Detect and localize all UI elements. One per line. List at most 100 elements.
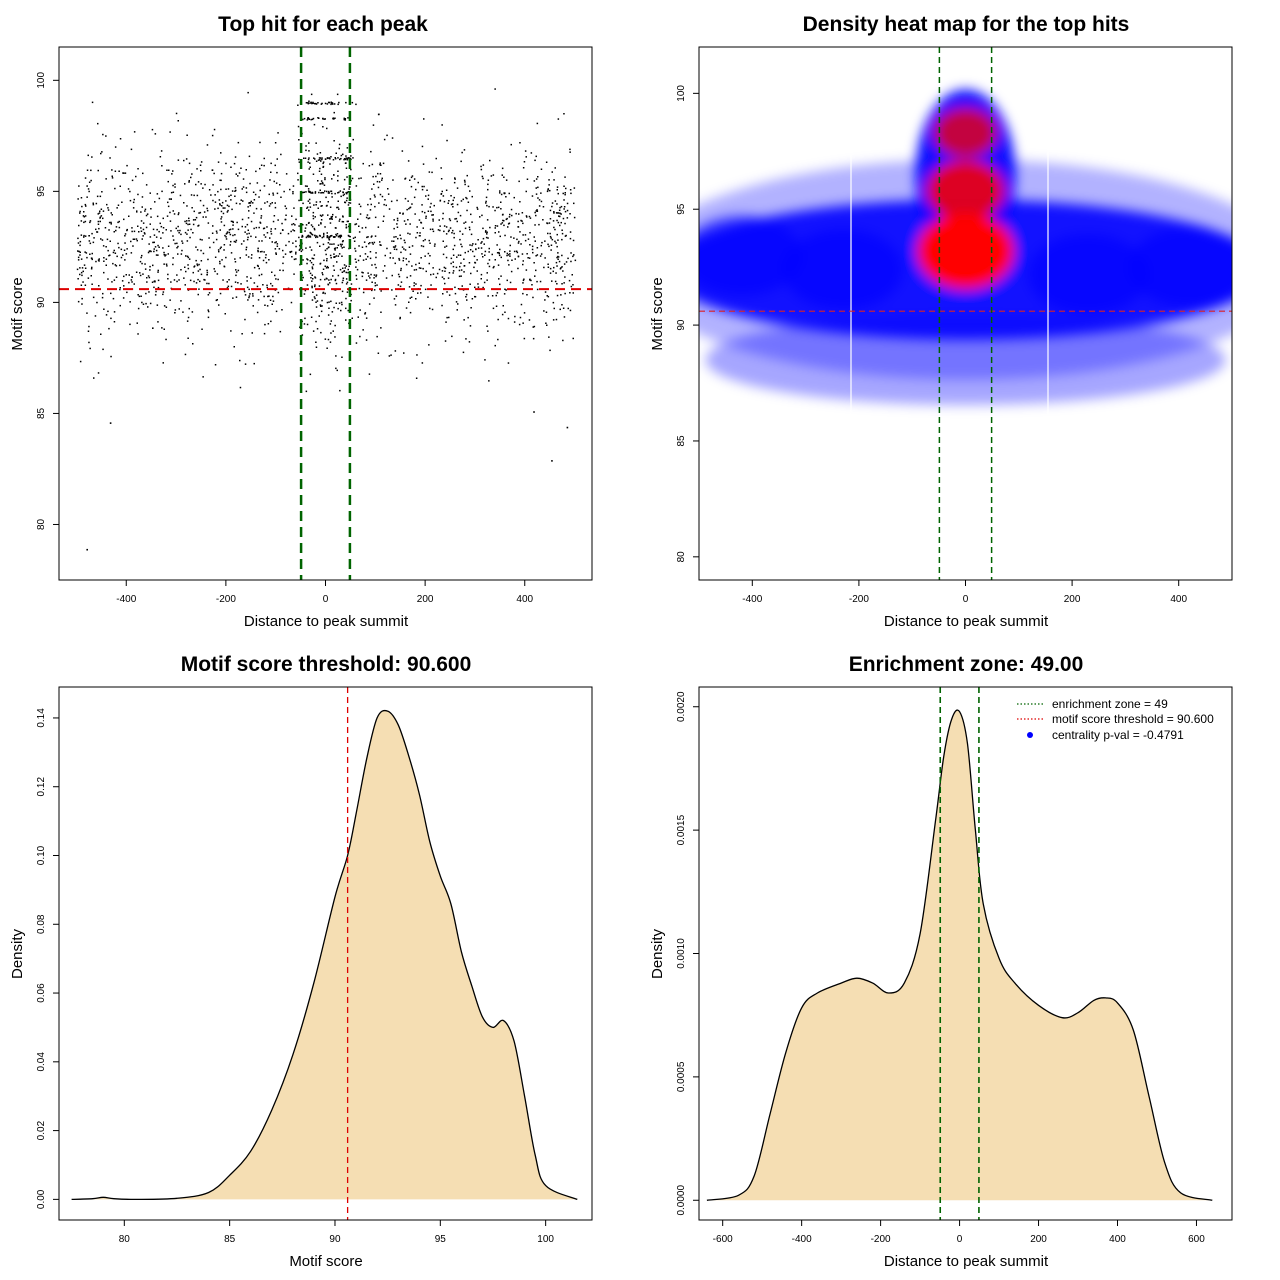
scatter-point [97, 122, 99, 125]
scatter-point [252, 295, 254, 297]
scatter-point [423, 185, 425, 188]
scatter-point [514, 258, 516, 260]
scatter-point [176, 247, 178, 249]
scatter-point [122, 254, 124, 256]
scatter-point [153, 241, 155, 244]
scatter-point [329, 254, 332, 257]
distance-density-y-tick-label: 0.0010 [676, 938, 687, 969]
scatter-point [558, 260, 561, 263]
scatter-point [518, 240, 520, 243]
scatter-point [270, 162, 272, 165]
scatter-point [230, 194, 232, 196]
scatter-point [554, 240, 556, 243]
scatter-point [185, 270, 187, 273]
scatter-point [445, 245, 448, 247]
scatter-point [210, 194, 212, 196]
scatter-point [469, 244, 471, 246]
scatter-point [245, 169, 247, 171]
scatter-point [538, 199, 541, 201]
scatter-point [271, 202, 273, 204]
scatter-point [540, 253, 543, 255]
scatter-point [130, 279, 133, 281]
scatter-point [383, 138, 386, 141]
scatter-point [233, 162, 236, 165]
scatter-point [457, 288, 460, 290]
scatter-point [345, 278, 348, 280]
scatter-point [174, 186, 176, 188]
scatter-point [263, 227, 266, 229]
scatter-point [201, 239, 203, 241]
scatter-point [394, 245, 397, 247]
scatter-point [346, 197, 348, 199]
scatter-point [348, 235, 350, 237]
scatter-point [272, 295, 274, 298]
scatter-point [206, 282, 208, 285]
scatter-point [347, 157, 349, 159]
scatter-point [320, 223, 322, 225]
scatter-point [156, 193, 159, 195]
scatter-point [424, 211, 426, 214]
scatter-point [358, 245, 360, 247]
scatter-point [540, 192, 542, 194]
scatter-point [499, 192, 501, 194]
scatter-point [251, 332, 253, 334]
scatter-point [462, 198, 464, 201]
scatter-point [343, 158, 346, 160]
scatter-point [333, 103, 336, 105]
scatter-point [266, 305, 269, 307]
scatter-point [371, 163, 374, 166]
scatter-point [103, 271, 105, 274]
scatter-point [268, 295, 270, 297]
scatter-point [224, 234, 226, 237]
scatter-point [247, 236, 249, 239]
scatter-point [87, 154, 89, 157]
scatter-point [86, 185, 88, 187]
scatter-point [368, 275, 370, 277]
scatter-point [561, 304, 563, 306]
scatter-point [272, 300, 275, 302]
scatter-point [543, 310, 545, 312]
scatter-point [531, 284, 533, 286]
distance-density-x-tick-label: -400 [792, 1234, 812, 1245]
scatter-point [100, 152, 102, 155]
scatter-point [436, 272, 439, 275]
scatter-point [136, 239, 138, 242]
scatter-point [333, 111, 335, 114]
scatter-point [424, 255, 426, 257]
scatter-point [488, 380, 490, 382]
scatter-point [340, 154, 343, 157]
scatter-point [395, 295, 398, 297]
score-density-y-tick-label: 0.08 [36, 914, 47, 934]
scatter-point [405, 307, 408, 309]
scatter-point [163, 251, 165, 254]
scatter-point [397, 273, 400, 276]
scatter-point [549, 349, 551, 352]
scatter-point [552, 319, 555, 321]
scatter-point [466, 197, 468, 200]
scatter-point [225, 236, 227, 238]
scatter-point [345, 319, 347, 321]
scatter-point [452, 270, 455, 272]
scatter-point [375, 274, 378, 276]
scatter-point [313, 102, 316, 105]
scatter-point [304, 185, 307, 187]
scatter-point [330, 190, 332, 192]
scatter-point [336, 93, 339, 96]
scatter-point [342, 191, 344, 193]
scatter-point [275, 182, 278, 184]
scatter-point [136, 210, 138, 212]
scatter-point [313, 204, 315, 206]
scatter-point [331, 192, 333, 195]
heatmap-y-tick-label: 80 [676, 551, 687, 563]
scatter-point [452, 206, 454, 208]
scatter-point [313, 123, 316, 126]
scatter-point [432, 214, 434, 216]
scatter-point [165, 263, 168, 265]
scatter-point [245, 191, 248, 194]
scatter-point [556, 212, 559, 214]
scatter-point [382, 270, 384, 272]
scatter-point [84, 251, 86, 253]
scatter-point [498, 252, 500, 255]
scatter-point [230, 252, 233, 254]
